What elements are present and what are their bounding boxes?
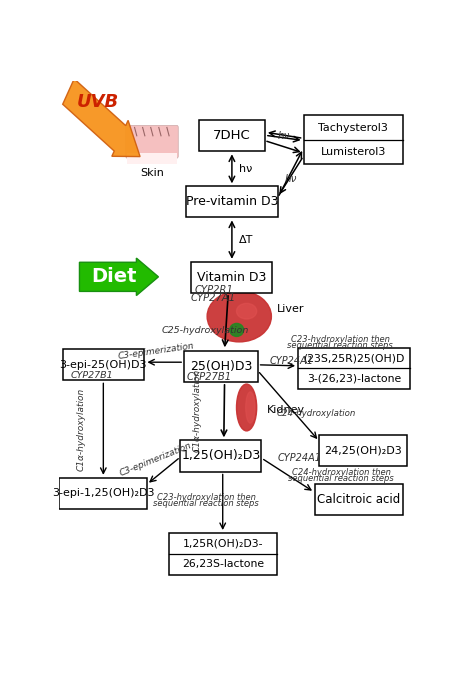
Text: 1,25(OH)₂D3: 1,25(OH)₂D3 bbox=[181, 450, 261, 462]
Text: ΔT: ΔT bbox=[239, 235, 254, 245]
Text: Liver: Liver bbox=[277, 304, 304, 314]
Bar bbox=[315, 484, 403, 515]
Text: sequential reaction steps: sequential reaction steps bbox=[153, 499, 259, 508]
Bar bbox=[319, 435, 408, 466]
Bar bbox=[191, 262, 272, 293]
FancyBboxPatch shape bbox=[126, 125, 178, 158]
Text: CYP24A1: CYP24A1 bbox=[269, 356, 313, 366]
Bar bbox=[184, 351, 258, 382]
Bar bbox=[169, 533, 277, 575]
Text: Skin: Skin bbox=[140, 168, 164, 178]
Text: C1α-hydroxylation: C1α-hydroxylation bbox=[77, 388, 86, 471]
Text: CYP24A1: CYP24A1 bbox=[278, 453, 322, 463]
Text: C24-hydroxylation: C24-hydroxylation bbox=[277, 409, 356, 418]
Text: 3-epi-25(OH)D3: 3-epi-25(OH)D3 bbox=[60, 360, 147, 370]
Text: CYP27B1: CYP27B1 bbox=[187, 372, 232, 383]
FancyArrow shape bbox=[63, 79, 140, 157]
Text: C25-hydroxylation: C25-hydroxylation bbox=[162, 327, 249, 335]
Text: (23S,25R)25(OH)D: (23S,25R)25(OH)D bbox=[303, 353, 405, 363]
Text: 24,25(OH)₂D3: 24,25(OH)₂D3 bbox=[325, 445, 402, 456]
Text: hν: hν bbox=[284, 174, 297, 184]
Text: Vitamin D3: Vitamin D3 bbox=[197, 271, 266, 284]
Text: C3-epimerization: C3-epimerization bbox=[118, 341, 195, 360]
Text: C1α-hydroxylation: C1α-hydroxylation bbox=[193, 368, 202, 452]
FancyArrow shape bbox=[80, 258, 158, 295]
Text: Lumisterol3: Lumisterol3 bbox=[320, 147, 386, 158]
Bar bbox=[63, 349, 144, 381]
Text: C3-epimerization: C3-epimerization bbox=[118, 441, 193, 478]
Text: sequential reaction steps: sequential reaction steps bbox=[289, 474, 394, 483]
Text: Tachysterol3: Tachysterol3 bbox=[318, 123, 388, 132]
Text: hν: hν bbox=[278, 130, 290, 141]
Text: 3-(26,23)-lactone: 3-(26,23)-lactone bbox=[307, 374, 401, 384]
Text: 26,23S-lactone: 26,23S-lactone bbox=[182, 559, 264, 569]
Bar bbox=[298, 347, 410, 389]
Bar bbox=[303, 116, 403, 164]
Text: C23-hydroxylation then: C23-hydroxylation then bbox=[291, 335, 390, 344]
Bar bbox=[59, 478, 147, 509]
Text: C24-hydroxylation then: C24-hydroxylation then bbox=[292, 468, 391, 477]
Ellipse shape bbox=[246, 392, 255, 423]
Text: Kidney: Kidney bbox=[267, 405, 305, 415]
Text: hν: hν bbox=[239, 164, 253, 174]
Bar bbox=[199, 120, 265, 151]
Bar bbox=[186, 187, 278, 218]
Ellipse shape bbox=[237, 304, 257, 319]
Text: Calcitroic acid: Calcitroic acid bbox=[317, 493, 400, 506]
Ellipse shape bbox=[237, 384, 257, 431]
Text: 25(OH)D3: 25(OH)D3 bbox=[190, 360, 252, 373]
Text: 3-epi-1,25(OH)₂D3: 3-epi-1,25(OH)₂D3 bbox=[52, 488, 155, 498]
Text: Diet: Diet bbox=[91, 267, 137, 287]
Text: 7DHC: 7DHC bbox=[213, 129, 251, 142]
Text: CYP2R1: CYP2R1 bbox=[194, 285, 233, 295]
Text: 1,25R(OH)₂D3-: 1,25R(OH)₂D3- bbox=[182, 538, 263, 548]
Text: CYP27B1: CYP27B1 bbox=[70, 370, 113, 380]
Text: CYP27A1: CYP27A1 bbox=[191, 293, 236, 303]
Ellipse shape bbox=[230, 323, 244, 337]
Text: C23-hydroxylation then: C23-hydroxylation then bbox=[157, 493, 255, 502]
Text: UVB: UVB bbox=[77, 93, 119, 111]
FancyBboxPatch shape bbox=[127, 153, 177, 164]
Bar bbox=[181, 440, 261, 472]
Text: Pre-vitamin D3: Pre-vitamin D3 bbox=[186, 195, 278, 208]
Text: sequential reaction steps: sequential reaction steps bbox=[287, 341, 393, 349]
Ellipse shape bbox=[207, 291, 272, 342]
